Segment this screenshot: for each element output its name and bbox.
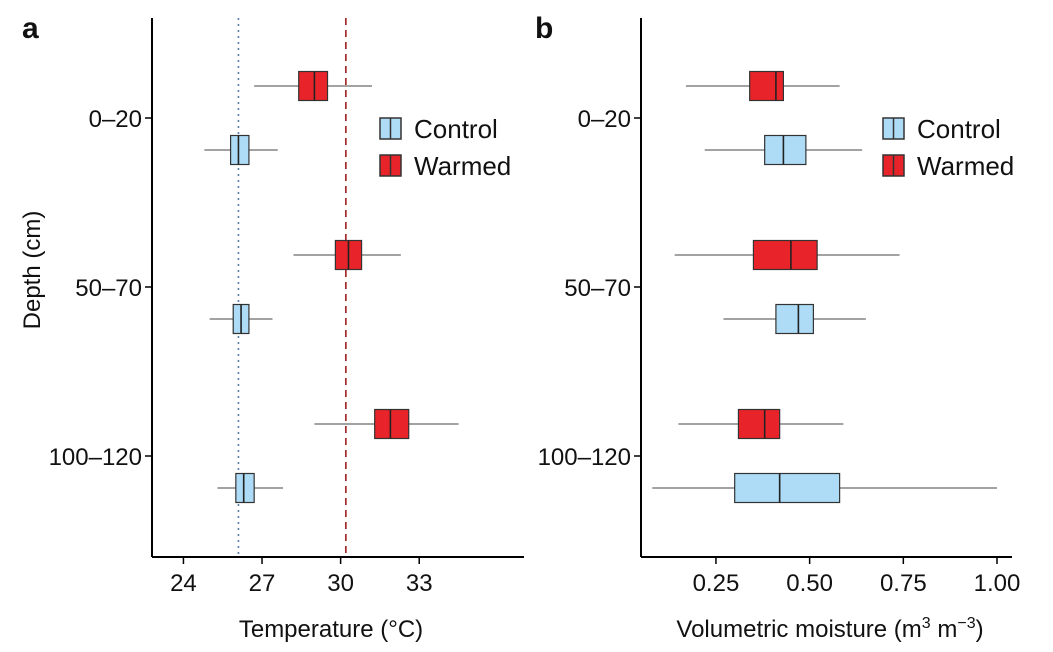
x-tick-label: 0.25	[693, 570, 740, 597]
box-warmed-0-20	[685, 70, 840, 102]
x-tick-label: 24	[170, 570, 197, 597]
box-control-100-120	[217, 472, 283, 504]
panel-b-letter: b	[535, 12, 553, 45]
iqr-box-warmed-100-120	[374, 408, 410, 440]
legend-label-control: Control	[414, 114, 498, 144]
iqr-box-control-50-70	[775, 303, 814, 335]
panel-a-legend: Control Warmed	[379, 114, 511, 181]
y-tick-label: 100–120	[538, 444, 631, 471]
box-warmed-50-70	[674, 239, 900, 271]
y-tick-label: 100–120	[49, 444, 142, 471]
y-tick-label: 50–70	[564, 275, 631, 302]
legend-label-warmed: Warmed	[917, 151, 1014, 181]
panel-b-moisture: b 0.25 0.50 0.75 1.00 0–20 50–70 100–120 Volu…	[535, 12, 1020, 643]
box-warmed-100-120	[314, 408, 459, 440]
iqr-box-control-100-120	[235, 472, 255, 504]
box-control-0-20	[704, 134, 863, 166]
iqr-box-warmed-0-20	[749, 70, 785, 102]
x-tick-label: 27	[249, 570, 276, 597]
iqr-box-control-0-20	[229, 134, 250, 166]
panel-a-temperature: a 24 27 30 33 0–20 50–70 100–120 Temperature …	[19, 12, 524, 643]
box-warmed-0-20	[254, 70, 373, 102]
legend-label-warmed: Warmed	[414, 151, 511, 181]
iqr-box-warmed-0-20	[298, 70, 329, 102]
box-warmed-100-120	[678, 408, 844, 440]
y-tick-label: 50–70	[75, 275, 142, 302]
box-control-100-120	[652, 472, 998, 504]
iqr-box-control-0-20	[764, 134, 807, 166]
box-control-50-70	[723, 303, 866, 335]
x-tick-label: 33	[406, 570, 433, 597]
box-control-0-20	[204, 134, 278, 166]
x-tick-label: 1.00	[974, 570, 1021, 597]
y-tick-label: 0–20	[89, 106, 142, 133]
iqr-box-warmed-100-120	[737, 408, 781, 440]
x-tick-label: 0.50	[786, 570, 833, 597]
iqr-box-control-100-120	[734, 472, 841, 504]
x-tick-label: 30	[327, 570, 354, 597]
panel-a-y-axis-label: Depth (cm)	[19, 211, 46, 330]
y-tick-label: 0–20	[578, 106, 631, 133]
box-warmed-50-70	[293, 239, 401, 271]
x-tick-label: 0.75	[880, 570, 927, 597]
panel-b-x-axis-label: Volumetric moisture (m3 m−3)	[676, 615, 983, 643]
iqr-box-warmed-50-70	[752, 239, 818, 271]
box-control-50-70	[209, 303, 273, 335]
panel-a-letter: a	[22, 12, 39, 45]
panel-b-legend: Control Warmed	[882, 114, 1014, 181]
legend-label-control: Control	[917, 114, 1001, 144]
panel-a-x-axis-label: Temperature (°C)	[239, 616, 423, 643]
